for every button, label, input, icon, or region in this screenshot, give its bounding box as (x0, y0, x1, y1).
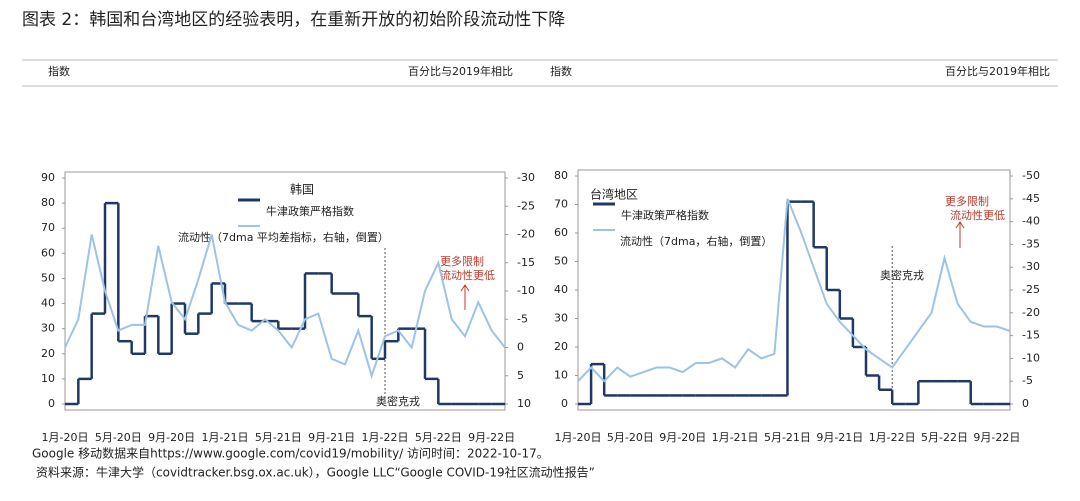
y-tick-label: 80 (554, 169, 568, 182)
y2-tick-label: -10 (1022, 351, 1040, 364)
y2-tick-label: -30 (1022, 260, 1040, 273)
y2-tick-label: 0 (517, 341, 524, 354)
x-tick-label: 1月-21日 (202, 431, 249, 444)
y-axis-label: 指数 (550, 64, 572, 78)
annotation: 奥密克戎 (880, 268, 924, 282)
figure-title: 图表 2：韩国和台湾地区的经验表明，在重新开放的初始阶段流动性下降 (22, 10, 565, 30)
y2-tick-label: -25 (1022, 283, 1040, 296)
annotation-arrowhead (460, 284, 470, 292)
x-tick-label: 9月-20日 (148, 431, 195, 444)
x-tick-label: 1月-20日 (555, 431, 602, 444)
annotation: 更多限制 (440, 254, 484, 268)
y2-tick-label: -40 (1022, 215, 1040, 228)
y2-tick-label: -15 (517, 256, 535, 269)
x-tick-label: 1月-22日 (362, 431, 409, 444)
y2-axis-label: 百分比与2019年相比 (408, 64, 513, 78)
annotation: 流动性更低 (950, 208, 1005, 222)
annotation: 更多限制 (945, 194, 989, 208)
series-line (64, 234, 506, 380)
y-tick-label: 30 (41, 322, 55, 335)
y-tick-label: 0 (48, 397, 55, 410)
footnote: Google 移动数据来自https://www.google.com/covi… (32, 446, 549, 461)
y2-tick-label: -35 (1022, 237, 1040, 250)
y-tick-label: 40 (554, 283, 568, 296)
y-tick-label: 40 (41, 297, 55, 310)
y2-tick-label: -5 (517, 312, 528, 325)
source: 资料来源：牛津大学（covidtracker.bsg.ox.ac.uk），Goo… (36, 465, 595, 480)
legend-label: 牛津政策严格指数 (266, 204, 354, 218)
y-tick-label: 10 (41, 372, 55, 385)
x-tick-label: 9月-21日 (816, 431, 863, 444)
annotation: 流动性更低 (440, 268, 495, 282)
y2-tick-label: -20 (1022, 306, 1040, 319)
y2-tick-label: 5 (517, 369, 524, 382)
y-axis-label: 指数 (48, 64, 70, 78)
y-tick-label: 50 (41, 271, 55, 284)
x-tick-label: 5月-21日 (255, 431, 302, 444)
series-line (577, 198, 1011, 383)
y-tick-label: 80 (41, 196, 55, 209)
y-tick-label: 70 (554, 198, 568, 211)
y2-tick-label: -25 (517, 199, 535, 212)
y2-tick-label: -15 (1022, 329, 1040, 342)
x-tick-label: 9月-22日 (468, 431, 515, 444)
annotation-arrowhead (955, 221, 965, 229)
y2-axis-label: 百分比与2019年相比 (945, 64, 1050, 78)
x-tick-label: 5月-20日 (607, 431, 654, 444)
x-tick-label: 1月-20日 (42, 431, 89, 444)
y-tick-label: 20 (41, 347, 55, 360)
y2-tick-label: 10 (517, 397, 531, 410)
panel-title: 台湾地区 (590, 187, 638, 202)
annotation: 奥密克戎 (376, 394, 420, 408)
x-tick-label: 1月-21日 (712, 431, 759, 444)
y-tick-label: 60 (41, 246, 55, 259)
x-tick-label: 5月-20日 (95, 431, 142, 444)
x-tick-label: 5月-22日 (415, 431, 462, 444)
x-tick-label: 9月-22日 (973, 431, 1020, 444)
y-tick-label: 50 (554, 255, 568, 268)
panel-title: 韩国 (290, 182, 314, 197)
y2-tick-label: 0 (1022, 397, 1029, 410)
y-tick-label: 60 (554, 226, 568, 239)
x-tick-label: 1月-22日 (869, 431, 916, 444)
y-tick-label: 10 (554, 369, 568, 382)
legend-label: 流动性（7dma，右轴，倒置） (620, 234, 772, 248)
x-tick-label: 9月-21日 (308, 431, 355, 444)
y-tick-label: 20 (554, 340, 568, 353)
y2-tick-label: -50 (1022, 169, 1040, 182)
x-tick-label: 5月-21日 (764, 431, 811, 444)
y2-tick-label: -45 (1022, 192, 1040, 205)
y-tick-label: 0 (561, 397, 568, 410)
y2-tick-label: -5 (1022, 374, 1033, 387)
y-tick-label: 70 (41, 221, 55, 234)
y2-tick-label: -20 (517, 228, 535, 241)
y-tick-label: 30 (554, 312, 568, 325)
legend-label: 牛津政策严格指数 (621, 208, 709, 222)
y2-tick-label: -30 (517, 171, 535, 184)
legend-label: 流动性（7dma 平均差指标，右轴，倒置） (178, 230, 389, 244)
x-tick-label: 9月-20日 (659, 431, 706, 444)
y-tick-label: 90 (41, 171, 55, 184)
y2-tick-label: -10 (517, 284, 535, 297)
x-tick-label: 5月-22日 (921, 431, 968, 444)
